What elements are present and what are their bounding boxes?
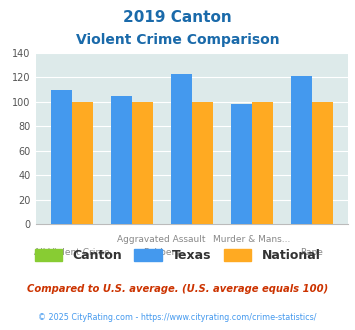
Text: Compared to U.S. average. (U.S. average equals 100): Compared to U.S. average. (U.S. average … bbox=[27, 284, 328, 294]
Text: Rape: Rape bbox=[300, 248, 323, 257]
Bar bbox=[192, 102, 213, 224]
Bar bbox=[50, 89, 72, 224]
Bar bbox=[252, 102, 273, 224]
Bar bbox=[171, 74, 192, 224]
Bar bbox=[72, 102, 93, 224]
Text: Murder & Mans...: Murder & Mans... bbox=[213, 235, 290, 244]
Text: All Violent Crime: All Violent Crime bbox=[34, 248, 109, 257]
Bar bbox=[132, 102, 153, 224]
Text: Robbery: Robbery bbox=[143, 248, 180, 257]
Text: 2019 Canton: 2019 Canton bbox=[123, 10, 232, 25]
Text: Violent Crime Comparison: Violent Crime Comparison bbox=[76, 33, 279, 47]
Bar bbox=[312, 102, 333, 224]
Text: © 2025 CityRating.com - https://www.cityrating.com/crime-statistics/: © 2025 CityRating.com - https://www.city… bbox=[38, 314, 317, 322]
Legend: Canton, Texas, National: Canton, Texas, National bbox=[30, 244, 325, 267]
Bar bbox=[111, 96, 132, 224]
Text: Aggravated Assault: Aggravated Assault bbox=[118, 235, 206, 244]
Bar bbox=[291, 76, 312, 224]
Bar bbox=[231, 104, 252, 224]
